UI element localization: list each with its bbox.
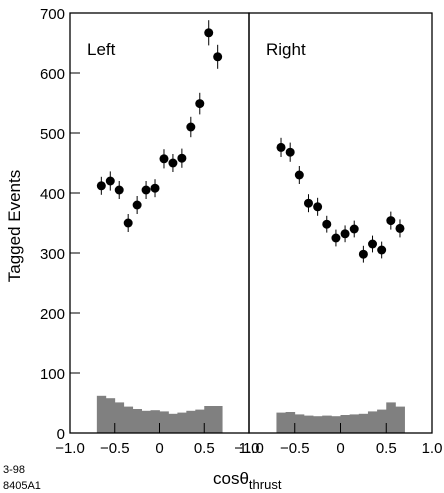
data-point-right [386, 216, 396, 226]
data-point-left [141, 185, 151, 195]
x-tick-label-right: 0 [336, 440, 344, 457]
histogram-bar-left [168, 413, 178, 433]
data-point-left [213, 52, 223, 62]
x-tick-label-right: −0.5 [280, 440, 310, 457]
histogram-bar-left [114, 402, 125, 433]
data-point-right [313, 202, 323, 212]
y-axis-title: Tagged Events [5, 170, 24, 282]
y-tick-label: 200 [40, 306, 65, 323]
data-point-left [195, 99, 205, 109]
x-tick-label-left: −0.5 [100, 440, 130, 457]
y-tick-label: 300 [40, 246, 65, 263]
y-tick-label: 500 [40, 126, 65, 143]
data-point-left [132, 200, 142, 210]
histogram-bar-right [386, 402, 396, 433]
data-point-right [358, 249, 368, 259]
panel-right: Right [266, 40, 405, 433]
data-point-left [177, 153, 187, 163]
x-tick-label-left: 0 [155, 440, 163, 457]
x-tick-label-left: −1.0 [55, 440, 85, 457]
x-tick-label-left: 0.5 [194, 440, 215, 457]
panel-frame-left [69, 12, 250, 434]
histogram-bar-right [358, 413, 369, 433]
y-tick-label: 700 [40, 6, 65, 23]
y-tick-label: 600 [40, 66, 65, 83]
histogram-bar-left [159, 411, 169, 433]
histogram-bar-right [331, 416, 341, 433]
data-point-left [96, 181, 106, 191]
x-axis-title-main: cosθ [213, 469, 249, 488]
histogram-bar-right [340, 415, 351, 433]
y-tick-label: 400 [40, 186, 65, 203]
histogram-bar-left [141, 410, 151, 433]
y-tick-label: 100 [40, 366, 65, 383]
x-axis-title: cosθthrust [213, 469, 282, 492]
x-tick-label-right: 0.5 [376, 440, 397, 457]
data-point-right [331, 233, 341, 243]
panel-label-right: Right [266, 40, 306, 59]
histogram-bar-right [285, 412, 296, 433]
panel-label-left: Left [87, 40, 116, 59]
data-point-right [303, 198, 313, 208]
histogram-bar-right [313, 416, 323, 433]
histogram-bar-right [276, 412, 286, 433]
histogram-bar-left [132, 409, 142, 433]
data-point-left [150, 183, 160, 193]
data-point-left [186, 122, 196, 132]
data-point-right [340, 229, 350, 239]
histogram-bar-right [322, 415, 332, 433]
data-point-left [159, 154, 169, 164]
axes-layer: −1.0 −0.5 0 0.5 1.0−1.0 −0.5 0 0.5 1.00100200300… [40, 6, 442, 457]
data-point-left [123, 218, 133, 228]
histogram-bar-left [123, 406, 134, 433]
footnote-code: 8405A1 [3, 480, 41, 492]
data-point-left [168, 158, 178, 168]
panels-layer: Left Right [87, 20, 405, 433]
histogram-bar-left [195, 409, 205, 433]
data-point-right [368, 239, 378, 249]
histogram-bar-right [303, 415, 314, 433]
x-tick-label-right: −1.0 [234, 440, 264, 457]
histogram-bar-right [395, 406, 405, 433]
data-point-right [395, 223, 405, 233]
data-point-right [349, 224, 359, 234]
data-point-right [276, 142, 286, 152]
data-point-right [285, 147, 295, 157]
histogram-bar-left [150, 410, 160, 433]
histogram-bar-left [186, 410, 196, 433]
panel-frame-right [248, 12, 433, 434]
data-point-right [322, 219, 332, 229]
histogram-bar-right [349, 414, 360, 433]
data-point-left [105, 176, 115, 186]
histogram-bar-left [96, 395, 107, 433]
x-tick-label-right: 1.0 [422, 440, 443, 457]
histogram-bar-right [367, 411, 378, 433]
x-tick-label-left: 1.0 [239, 440, 260, 457]
data-point-left [114, 185, 124, 195]
histogram-bar-right [294, 414, 305, 433]
data-point-right [377, 245, 387, 255]
footnote-date: 3-98 [3, 464, 25, 476]
panel-left: Left [87, 20, 223, 433]
histogram-bar-left [204, 406, 214, 433]
y-tick-label: 0 [57, 426, 65, 443]
histogram-bar-right [377, 409, 387, 433]
histogram-bar-left [213, 406, 223, 433]
data-point-right [294, 170, 304, 180]
histogram-bar-left [177, 412, 187, 433]
x-axis-title-sub: thrust [249, 477, 282, 492]
histogram-bar-left [105, 398, 116, 433]
data-point-left [204, 28, 214, 38]
